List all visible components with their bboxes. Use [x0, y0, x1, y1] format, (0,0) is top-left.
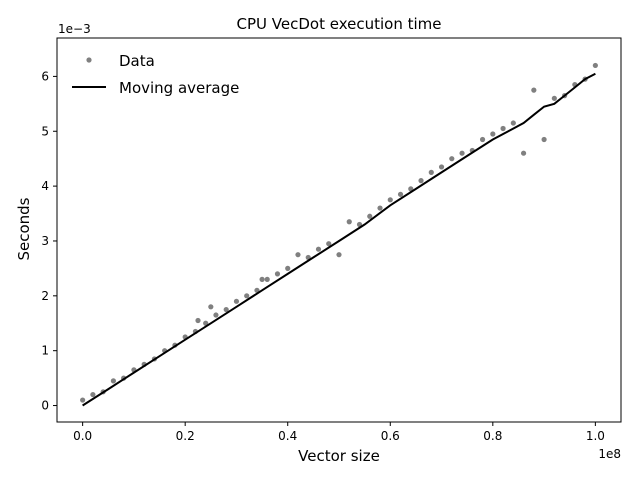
data-point — [223, 306, 229, 313]
data-point — [336, 252, 342, 258]
y-tick-label: 2 — [41, 289, 49, 303]
data-points — [80, 62, 598, 403]
y-offset-label: 1e−3 — [58, 22, 91, 36]
data-point — [438, 164, 445, 170]
data-point — [244, 293, 250, 299]
legend: Data Moving average — [72, 52, 239, 97]
x-tick-label: 0.4 — [278, 429, 297, 443]
data-point — [418, 178, 424, 184]
data-point — [315, 246, 322, 252]
data-point — [428, 169, 434, 175]
legend-data-marker — [86, 57, 92, 63]
data-point — [80, 397, 86, 403]
data-point — [259, 276, 265, 282]
data-point — [397, 191, 404, 197]
data-point — [520, 150, 527, 156]
x-offset-label: 1e8 — [598, 447, 621, 461]
data-point — [285, 265, 291, 271]
data-point — [367, 213, 373, 219]
data-point — [264, 276, 270, 282]
x-tick-label: 1.0 — [586, 429, 605, 443]
moving-average-line — [82, 72, 596, 407]
data-point — [510, 120, 516, 126]
data-point — [195, 317, 201, 324]
x-tick-label: 0.0 — [73, 429, 92, 443]
y-tick-label: 3 — [41, 234, 49, 248]
x-tick-label: 0.6 — [381, 429, 400, 443]
legend-moving-average-label: Moving average — [119, 79, 239, 97]
data-point — [233, 298, 240, 304]
data-point — [490, 131, 496, 137]
data-point — [408, 186, 414, 192]
x-axis-label: Vector size — [298, 447, 380, 465]
data-point — [592, 62, 598, 69]
data-point — [295, 252, 301, 258]
data-point — [551, 95, 557, 101]
data-point — [274, 271, 281, 277]
x-tick-label: 0.8 — [483, 429, 502, 443]
data-point — [479, 136, 486, 143]
data-point — [90, 391, 96, 398]
chart-title: CPU VecDot execution time — [237, 15, 442, 33]
data-point — [541, 136, 547, 143]
data-point — [213, 312, 219, 318]
legend-data-label: Data — [119, 52, 155, 70]
data-point — [500, 125, 506, 132]
data-point — [531, 87, 537, 93]
data-point — [110, 378, 116, 384]
y-tick-label: 5 — [41, 124, 49, 138]
axis-ticks: 0.0 0.2 0.4 0.6 0.8 1.0 0 1 2 3 4 5 6 — [41, 69, 605, 443]
plot-frame — [56, 37, 622, 423]
y-axis-label: Seconds — [15, 197, 33, 260]
data-point — [326, 241, 332, 247]
data-point — [346, 219, 352, 225]
y-tick-label: 4 — [41, 179, 49, 193]
data-point — [449, 156, 455, 162]
data-point — [377, 205, 383, 211]
y-tick-label: 1 — [41, 344, 49, 358]
data-point — [208, 304, 214, 310]
data-point — [459, 150, 465, 156]
moving-average-line-group — [82, 72, 596, 407]
data-point — [387, 197, 393, 203]
y-tick-label: 0 — [41, 399, 49, 413]
x-tick-label: 0.2 — [176, 429, 195, 443]
y-tick-label: 6 — [41, 69, 49, 83]
